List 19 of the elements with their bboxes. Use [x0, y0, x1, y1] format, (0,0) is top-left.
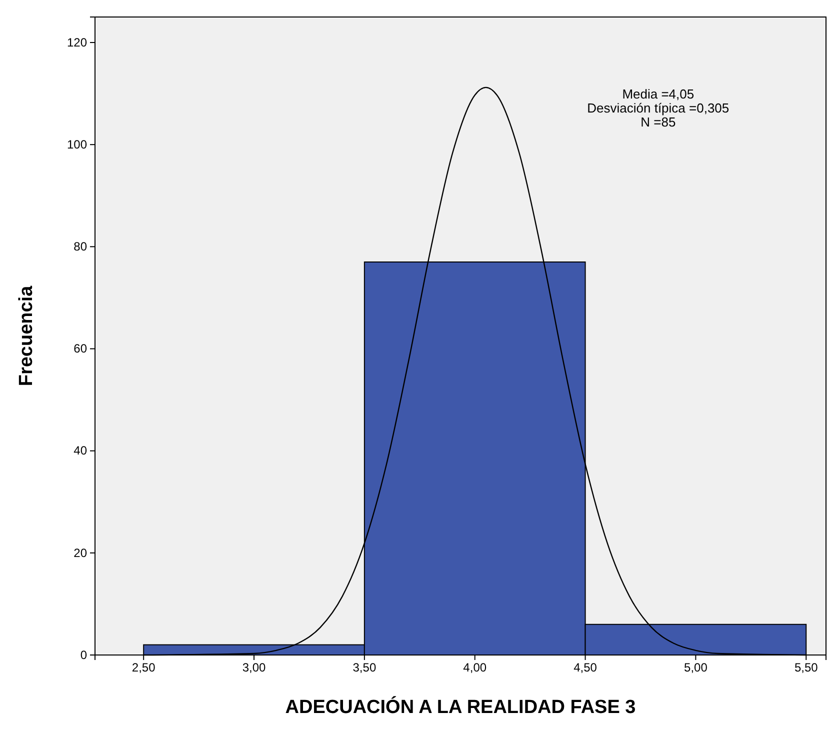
y-tick-label: 40: [74, 444, 88, 458]
x-tick-label: 3,00: [242, 660, 266, 675]
x-tick-label: 4,50: [574, 660, 598, 675]
x-axis-title: ADECUACIÓN A LA REALIDAD FASE 3: [285, 696, 636, 718]
y-tick-label: 20: [74, 546, 88, 560]
y-tick-label: 0: [80, 648, 88, 662]
x-tick-label: 4,00: [463, 660, 487, 675]
annotation: Desviación típica =0,305: [587, 100, 730, 116]
annotation: Media =4,05: [622, 86, 694, 102]
y-tick-label: 60: [74, 342, 88, 356]
x-tick-label: 5,50: [794, 660, 818, 675]
x-tick-label: 2,50: [132, 660, 156, 675]
annotation: N =85: [640, 114, 676, 130]
x-tick-label: 3,50: [352, 660, 376, 675]
y-tick-label: 100: [66, 137, 88, 152]
x-tick-label: 5,00: [684, 660, 708, 675]
y-tick-label: 120: [66, 35, 88, 50]
y-axis-title: Frecuencia: [16, 285, 37, 386]
y-tick-label: 80: [74, 240, 88, 254]
